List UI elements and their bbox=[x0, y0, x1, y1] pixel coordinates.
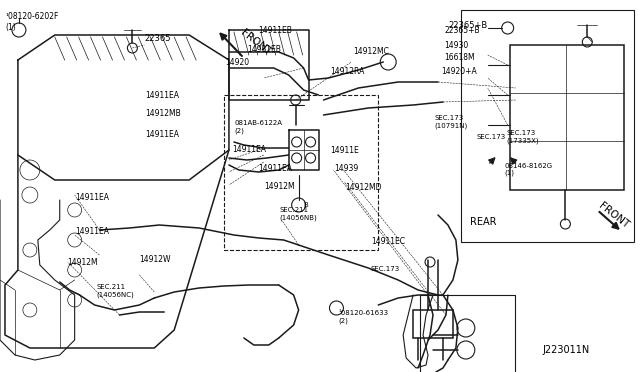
Text: 14911EC: 14911EC bbox=[371, 237, 404, 246]
Bar bbox=[461, 10, 634, 242]
Text: 08146-8162G
(1): 08146-8162G (1) bbox=[504, 163, 553, 176]
Text: SEC.173
(17335X): SEC.173 (17335X) bbox=[506, 130, 539, 144]
Text: J223011N: J223011N bbox=[542, 346, 589, 355]
Text: SEC.173
(10791N): SEC.173 (10791N) bbox=[435, 115, 468, 129]
Text: REAR: REAR bbox=[470, 217, 497, 227]
Text: 14911EB: 14911EB bbox=[258, 26, 292, 35]
Text: 14911EA: 14911EA bbox=[258, 164, 292, 173]
Text: 14911EB: 14911EB bbox=[247, 45, 281, 54]
Text: 22365+B: 22365+B bbox=[449, 20, 488, 29]
Bar bbox=[224, 95, 378, 250]
Text: SEC.173: SEC.173 bbox=[371, 266, 400, 272]
Text: 14912W: 14912W bbox=[139, 255, 170, 264]
Bar bbox=[413, 310, 453, 338]
Text: 14912MB: 14912MB bbox=[145, 109, 181, 118]
Text: 14939: 14939 bbox=[335, 164, 358, 173]
Text: SEC.211
(14056NB): SEC.211 (14056NB) bbox=[279, 207, 317, 221]
Text: 22365: 22365 bbox=[145, 33, 171, 42]
Text: 14912M: 14912M bbox=[264, 182, 295, 191]
Text: FRONT: FRONT bbox=[239, 27, 273, 57]
Text: 14920+A: 14920+A bbox=[441, 67, 477, 76]
Text: 14911EA: 14911EA bbox=[75, 193, 109, 202]
Text: FRONT: FRONT bbox=[597, 200, 631, 230]
Bar bbox=[509, 45, 624, 190]
Text: 14912RA: 14912RA bbox=[330, 67, 364, 76]
Text: 14911EA: 14911EA bbox=[75, 227, 109, 236]
Text: 14912MD: 14912MD bbox=[346, 183, 382, 192]
Bar bbox=[420, 295, 515, 372]
Text: 14912M: 14912M bbox=[67, 258, 97, 267]
Text: SEC.211
(14056NC): SEC.211 (14056NC) bbox=[97, 284, 134, 298]
Text: ¹08120-61633
(2): ¹08120-61633 (2) bbox=[339, 310, 388, 324]
Text: 14930: 14930 bbox=[445, 41, 469, 50]
Text: 14911EA: 14911EA bbox=[145, 92, 179, 100]
Text: 14911E: 14911E bbox=[330, 146, 359, 155]
Text: 14911EA: 14911EA bbox=[232, 145, 266, 154]
Text: 22365+B: 22365+B bbox=[445, 26, 480, 35]
Text: 14920: 14920 bbox=[225, 58, 249, 67]
Text: 081AB-6122A
(2): 081AB-6122A (2) bbox=[234, 121, 282, 134]
Text: 16618M: 16618M bbox=[445, 53, 476, 62]
Text: 14911EA: 14911EA bbox=[145, 130, 179, 139]
Text: SEC.173: SEC.173 bbox=[477, 134, 506, 140]
Text: ¹08120-6202F
(1): ¹08120-6202F (1) bbox=[5, 12, 58, 32]
Text: B: B bbox=[303, 202, 308, 208]
Text: 14912MC: 14912MC bbox=[353, 47, 390, 56]
